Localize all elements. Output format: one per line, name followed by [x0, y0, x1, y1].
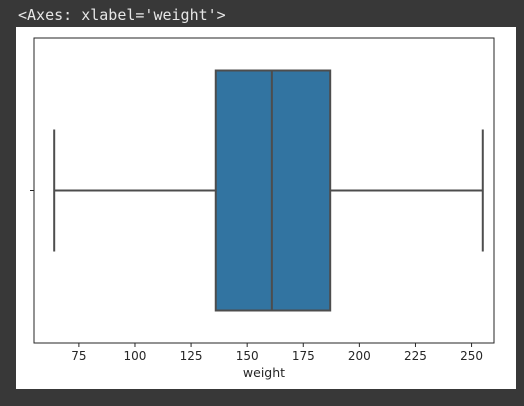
boxplot	[53, 69, 484, 312]
x-axis-ticks: 75 100 125 150 175 200 225 250	[71, 343, 483, 363]
x-tick-label: 100	[124, 349, 147, 363]
figure-canvas: 75 100 125 150 175 200 225 250 weight	[16, 27, 516, 389]
x-tick-label: 200	[348, 349, 371, 363]
boxplot-chart: 75 100 125 150 175 200 225 250 weight	[30, 37, 495, 380]
x-tick-label: 150	[236, 349, 259, 363]
x-tick-label: 250	[460, 349, 483, 363]
x-tick-label: 75	[71, 349, 86, 363]
x-tick-label: 125	[180, 349, 203, 363]
box-iqr	[214, 69, 332, 312]
x-axis-label: weight	[243, 365, 285, 380]
axes-repr-text: <Axes: xlabel='weight'>	[18, 6, 226, 24]
x-tick-label: 175	[292, 349, 315, 363]
x-tick-label: 225	[404, 349, 427, 363]
